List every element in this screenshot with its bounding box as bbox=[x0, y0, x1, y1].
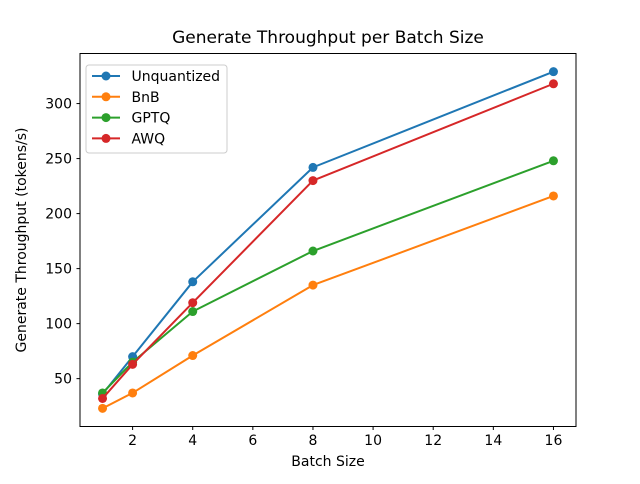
x-axis-label: Batch Size bbox=[291, 454, 364, 470]
y-tick-label-50: 50 bbox=[54, 372, 72, 388]
legend-entry-unquantized: Unquantized bbox=[92, 69, 220, 85]
legend-marker-unquantized bbox=[101, 71, 111, 81]
series-bnb-marker-x2 bbox=[128, 388, 138, 398]
axis-layer: 2 4 6 8 10 12 14 16 50 100 150 200 250 300 bbox=[45, 53, 577, 449]
series-unquantized-marker-x4 bbox=[188, 277, 198, 287]
y-tick-label-100: 100 bbox=[45, 317, 72, 333]
legend-entry-gptq: GPTQ bbox=[92, 111, 170, 127]
series-bnb-marker-x1 bbox=[98, 403, 108, 413]
y-tick-label-250: 250 bbox=[45, 152, 72, 168]
x-tick-label-10: 10 bbox=[364, 433, 382, 449]
legend-marker-awq bbox=[101, 133, 111, 143]
legend-box bbox=[85, 64, 228, 154]
x-tick-label-16: 16 bbox=[545, 433, 563, 449]
x-tick-label-14: 14 bbox=[484, 433, 502, 449]
x-tick-label-6: 6 bbox=[248, 433, 257, 449]
chart-title: Generate Throughput per Batch Size bbox=[172, 28, 484, 48]
series-awq-marker-x16 bbox=[548, 79, 558, 89]
legend-label-bnb: BnB bbox=[132, 90, 160, 106]
series-gptq-marker-x8 bbox=[308, 246, 318, 256]
series-layer bbox=[98, 67, 558, 413]
y-tick-label-200: 200 bbox=[45, 207, 72, 223]
series-unquantized-marker-x8 bbox=[308, 162, 318, 172]
legend-entry-bnb: BnB bbox=[92, 90, 160, 106]
series-bnb-line bbox=[101, 194, 555, 410]
series-unquantized-marker-x16 bbox=[548, 67, 558, 77]
series-awq-marker-x2 bbox=[128, 359, 138, 369]
series-bnb-marker-x8 bbox=[308, 280, 318, 290]
x-tick-label-2: 2 bbox=[128, 433, 137, 449]
series-awq-marker-x1 bbox=[98, 393, 108, 403]
legend-label-awq: AWQ bbox=[132, 131, 166, 147]
legend-label-unquantized: Unquantized bbox=[132, 69, 221, 85]
series-bnb-marker-x4 bbox=[188, 351, 198, 361]
series-gptq-marker-x4 bbox=[188, 307, 198, 317]
x-tick-label-12: 12 bbox=[424, 433, 442, 449]
x-tick-label-8: 8 bbox=[309, 433, 318, 449]
y-axis-label: Generate Throughput (tokens/s) bbox=[14, 128, 30, 353]
series-gptq-line bbox=[101, 159, 555, 394]
series-awq-marker-x4 bbox=[188, 298, 198, 308]
y-tick-label-300: 300 bbox=[45, 97, 72, 113]
series-awq-marker-x8 bbox=[308, 176, 318, 186]
legend-layer: Unquantized BnB GPTQ AWQ bbox=[85, 64, 228, 154]
legend-entry-awq: AWQ bbox=[92, 131, 165, 147]
legend-marker-gptq bbox=[101, 113, 111, 123]
legend-marker-bnb bbox=[101, 92, 111, 102]
legend-label-gptq: GPTQ bbox=[132, 111, 171, 127]
series-gptq-marker-x16 bbox=[548, 156, 558, 166]
series-bnb-marker-x16 bbox=[548, 191, 558, 201]
x-tick-label-4: 4 bbox=[188, 433, 197, 449]
y-tick-label-150: 150 bbox=[45, 262, 72, 278]
plot-spines bbox=[79, 53, 577, 427]
